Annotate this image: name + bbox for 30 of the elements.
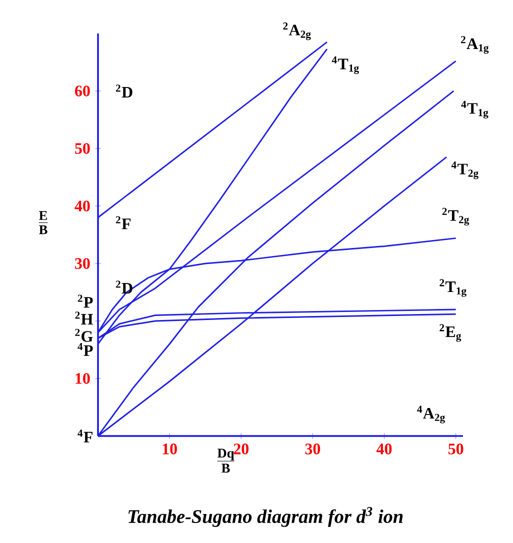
annotation: $^{2}$D	[116, 280, 132, 294]
x-tick-label: 50	[448, 444, 464, 454]
x-tick-label: 40	[376, 444, 392, 454]
y-axis-title: $\frac{\mathbf{E}}{\mathbf{B}}$	[38, 211, 48, 234]
series-label: $^{4}$A$_{2g}$	[417, 406, 446, 424]
x-tick-label: 20	[234, 444, 249, 454]
series-label: $^{2}$A$_{1g}$	[460, 36, 489, 54]
y-tick-label: 10	[76, 373, 90, 384]
series-label: $^{2}$T$_{2g}$	[442, 208, 470, 226]
text: $^{2}$H	[75, 312, 93, 324]
x-axis-title: $\frac{\mathbf{Dq}}{\mathbf{B}}$	[217, 448, 234, 473]
series-label: $^{2}$T$_{1g}$	[440, 279, 466, 297]
annotation: $^{2}$D	[116, 84, 132, 98]
y-tick-label: 40	[74, 200, 90, 212]
text: $^{2}$P	[78, 294, 93, 308]
series-label: $^{2}$A$_{2g}$	[283, 22, 311, 40]
x-tick-label: 10	[162, 444, 177, 454]
series-label: $^{4}$T$_{2g}$	[451, 161, 478, 180]
annotation: $^{2}$F	[116, 216, 131, 230]
text: $^{4}$P	[78, 343, 93, 356]
text: $^{2}$G	[75, 328, 93, 342]
y-tick-label: 30	[75, 258, 90, 269]
text: $^{4}$F	[78, 430, 92, 442]
y-tick-label: 50	[75, 143, 90, 154]
y-tick-label: 60	[74, 86, 90, 96]
x-tick-label: 30	[305, 444, 320, 454]
series-label: $^{4}$T$_{1g}$	[332, 56, 359, 74]
series-label: $^{2}$E$_{g}$	[440, 324, 462, 342]
text: Tanabe-Sugano diagram for d$^{3}$ ion	[128, 507, 403, 527]
series-label: $^{4}$T$_{1g}$	[461, 100, 488, 118]
